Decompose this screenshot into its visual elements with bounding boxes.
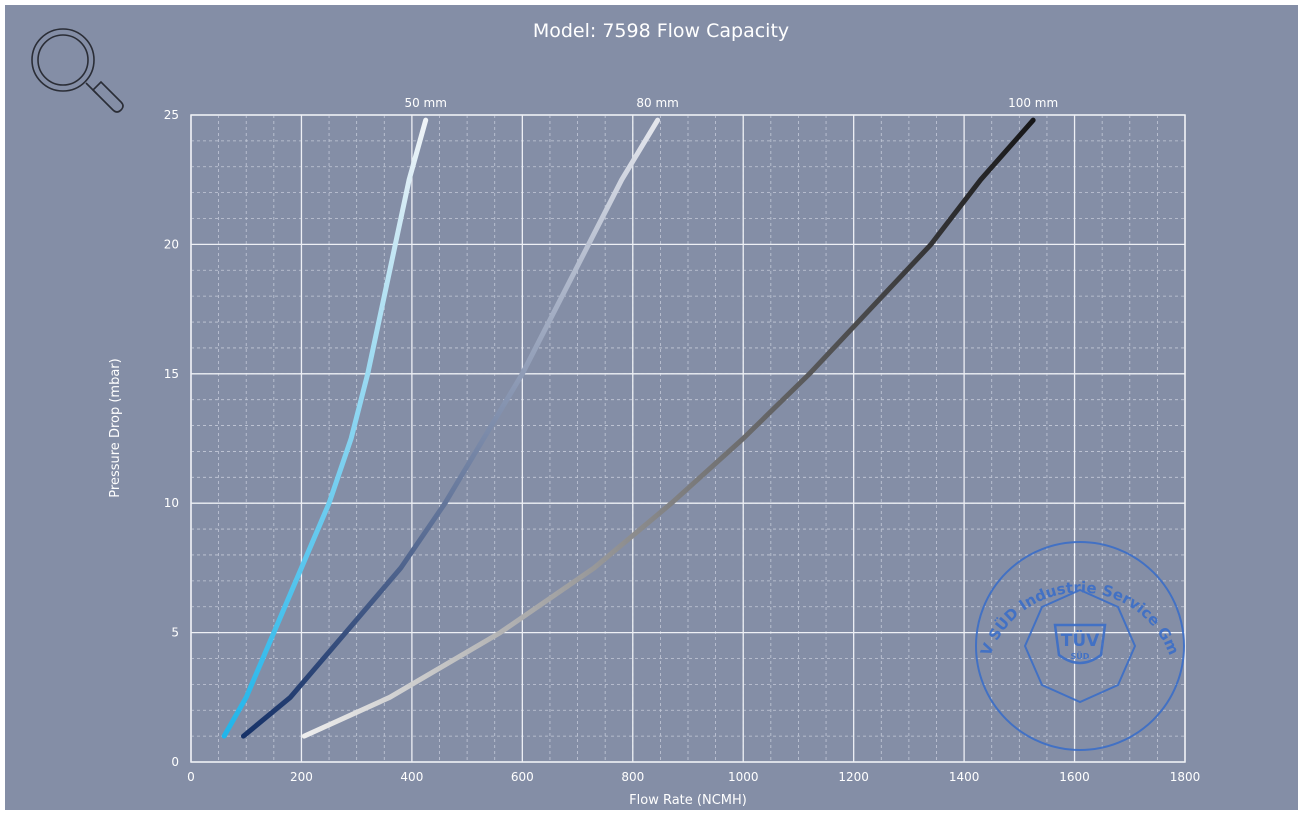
series-label-80mm: 80 mm — [636, 96, 678, 110]
y-tick-label: 0 — [171, 755, 179, 769]
x-tick-label: 200 — [290, 770, 313, 784]
x-tick-label: 600 — [511, 770, 534, 784]
stamp-ring-text: TÜV SÜD Industrie Service GmbH — [5, 5, 1183, 658]
series-layer: 50 mm 80 mm 100 mm — [221, 96, 1058, 739]
x-tick-label: 800 — [621, 770, 644, 784]
y-axis-label: Pressure Drop (mbar) — [108, 358, 123, 497]
x-tick-label: 1800 — [1170, 770, 1201, 784]
stamp-logo: TÜV — [1061, 629, 1100, 651]
y-tick-label: 15 — [164, 367, 179, 381]
chart-panel: Model: 7598 Flow Capacity 0 200 400 600 800 1… — [5, 5, 1298, 810]
x-tick-label: 1000 — [728, 770, 759, 784]
y-tick-labels: 0 5 10 15 20 25 — [164, 108, 179, 769]
series-line-80mm — [240, 117, 661, 739]
series-line-50mm — [221, 117, 429, 739]
x-tick-label: 1600 — [1059, 770, 1090, 784]
major-grid — [190, 114, 1186, 763]
x-tick-label: 1200 — [838, 770, 869, 784]
chart-title: Model: 7598 Flow Capacity — [533, 20, 789, 42]
x-tick-labels: 0 200 400 600 800 1000 1200 1400 1600 1800 — [187, 770, 1200, 784]
x-tick-label: 0 — [187, 770, 195, 784]
certification-stamp: TÜV SÜD TÜV SÜD Industrie Service GmbH — [5, 5, 1185, 751]
x-tick-label: 1400 — [949, 770, 980, 784]
stamp-logo-sub: SÜD — [1071, 651, 1090, 661]
y-tick-label: 25 — [164, 108, 179, 122]
x-axis-label: Flow Rate (NCMH) — [629, 793, 747, 808]
minor-grid — [191, 115, 1185, 762]
stamp-shield-icon — [1053, 623, 1107, 665]
stamp-octagon — [1023, 588, 1137, 704]
magnifier-icon[interactable] — [31, 28, 124, 113]
y-tick-label: 5 — [171, 626, 179, 640]
flow-capacity-chart: Model: 7598 Flow Capacity 0 200 400 600 800 1… — [5, 5, 1200, 808]
series-label-100mm: 100 mm — [1008, 96, 1058, 110]
series-label-50mm: 50 mm — [404, 96, 446, 110]
x-tick-label: 400 — [400, 770, 423, 784]
y-tick-label: 20 — [164, 237, 179, 251]
series-line-100mm — [301, 117, 1036, 739]
y-tick-label: 10 — [164, 496, 179, 510]
